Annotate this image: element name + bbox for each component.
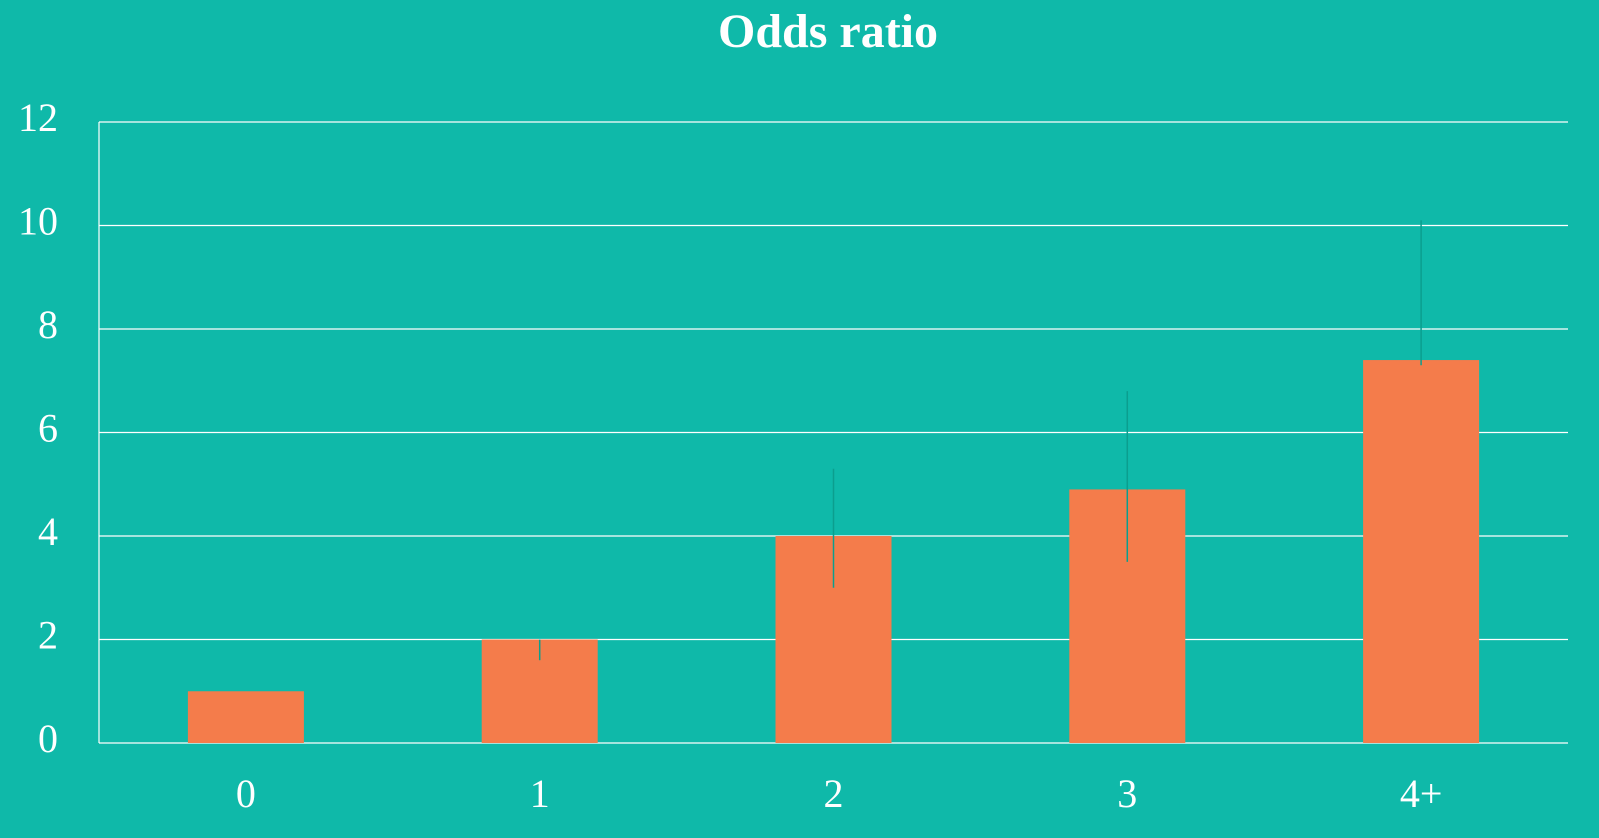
y-tick-label: 10 bbox=[18, 199, 58, 244]
bar bbox=[187, 691, 304, 743]
x-tick-label: 3 bbox=[1117, 771, 1137, 816]
x-tick-label: 1 bbox=[530, 771, 550, 816]
bar bbox=[1363, 360, 1480, 743]
x-tick-label: 2 bbox=[824, 771, 844, 816]
y-tick-label: 12 bbox=[18, 95, 58, 140]
x-tick-label: 0 bbox=[236, 771, 256, 816]
y-tick-label: 4 bbox=[38, 509, 58, 554]
x-tick-label: 4+ bbox=[1400, 771, 1443, 816]
y-tick-label: 8 bbox=[38, 302, 58, 347]
y-tick-label: 6 bbox=[38, 406, 58, 451]
chart-title: Odds ratio bbox=[718, 5, 938, 58]
y-tick-label: 0 bbox=[38, 716, 58, 761]
y-tick-label: 2 bbox=[38, 613, 58, 658]
